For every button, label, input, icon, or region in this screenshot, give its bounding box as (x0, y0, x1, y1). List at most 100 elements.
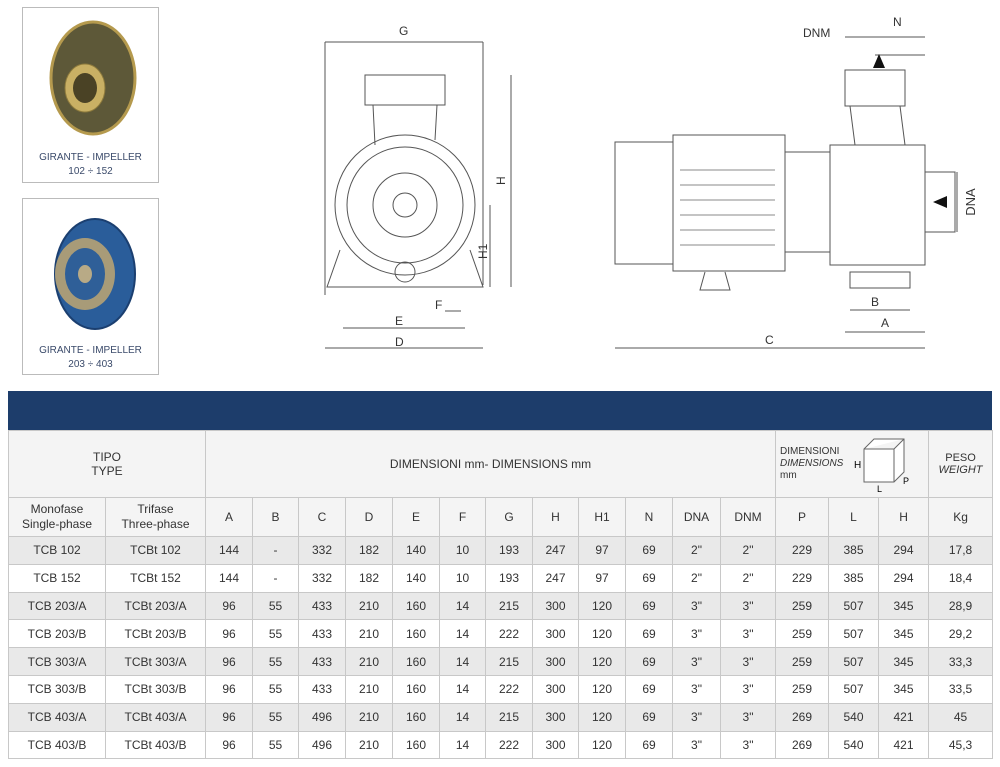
table-cell: 29,2 (928, 619, 994, 649)
table-cell: 229 (775, 536, 830, 565)
column-header: DNA (672, 497, 721, 537)
table-cell: TCB 102 (8, 536, 106, 565)
table-cell: 3" (672, 674, 721, 704)
table-cell: 96 (205, 619, 253, 649)
table-cell: 120 (578, 647, 626, 676)
dim-label-C: C (765, 333, 774, 347)
table-cell: 96 (205, 591, 253, 621)
table-cell: 69 (625, 591, 673, 621)
table-cell: 45,3 (928, 730, 994, 760)
table-cell: 14 (439, 591, 486, 621)
table-cell: TCB 403/A (8, 702, 106, 732)
table-row: TCB 102 TCBt 102 144-332 182 140 10 193 247 97 69… (8, 536, 994, 565)
table-cell: 345 (878, 647, 930, 676)
table-cell: 540 (828, 730, 880, 760)
table-cell: 69 (625, 647, 673, 676)
table-cell: 160 (392, 730, 440, 760)
table-cell: 193 (485, 536, 533, 565)
table-cell: 210 (345, 591, 393, 621)
table-cell: 193 (485, 563, 533, 593)
table-cell: 160 (392, 702, 440, 732)
table-cell: 540 (828, 702, 880, 732)
table-cell: 120 (578, 674, 626, 704)
table-cell: TCBt 102 (105, 536, 206, 565)
table-cell: 2" (672, 563, 721, 593)
impeller-card-blue: GIRANTE - IMPELLER 203 ÷ 403 (22, 198, 159, 375)
impeller-blue-image (54, 218, 136, 330)
table-cell: 96 (205, 674, 253, 704)
table-cell: 3" (672, 619, 721, 649)
table-cell: 210 (345, 730, 393, 760)
table-cell: TCBt 403/A (105, 702, 206, 732)
table-cell: 269 (775, 702, 830, 732)
table-cell: TCBt 203/B (105, 619, 206, 649)
table-cell: 385 (828, 536, 880, 565)
table-cell: TCB 403/B (8, 730, 106, 760)
table-cell: 345 (878, 674, 930, 704)
dim-label-F: F (435, 298, 442, 312)
table-cell: 55 (252, 647, 299, 676)
table-cell: 33,5 (928, 674, 994, 704)
table-cell: 69 (625, 619, 673, 649)
table-cell: 144 (205, 563, 253, 593)
table-row: TCB 303/B TCBt 303/B 96 55 433 210 160 14 222 300… (8, 674, 994, 704)
table-cell: 294 (878, 536, 930, 565)
table-cell: 433 (298, 674, 346, 704)
table-cell: 55 (252, 702, 299, 732)
table-cell: 14 (439, 674, 486, 704)
table-cell: 229 (775, 563, 830, 593)
table-cell: 215 (485, 702, 533, 732)
table-cell: 259 (775, 591, 830, 621)
table-row: TCB 403/A TCBt 403/A 96 55 496 210 160 14 215 300… (8, 702, 994, 732)
table-cell: 96 (205, 702, 253, 732)
table-cell: 345 (878, 591, 930, 621)
table-cell: 2" (672, 536, 721, 565)
column-header: D (345, 497, 393, 537)
table-cell: 3" (672, 702, 721, 732)
table-row: TCB 203/A TCBt 203/A 96 55 433 210 160 14 215 300… (8, 591, 994, 621)
table-cell: 210 (345, 619, 393, 649)
table-cell: 160 (392, 591, 440, 621)
table-cell: 17,8 (928, 536, 994, 565)
table-cell: TCB 152 (8, 563, 106, 593)
table-cell: 3" (719, 702, 777, 732)
type-header: TIPO TYPE (8, 430, 206, 498)
table-cell: 33,3 (928, 647, 994, 676)
table-cell: 300 (532, 702, 579, 732)
table-cell: 120 (578, 619, 626, 649)
table-cell: 120 (578, 730, 626, 760)
table-cell: - (252, 563, 299, 593)
table-cell: 45 (928, 702, 994, 732)
table-cell: 210 (345, 702, 393, 732)
table-cell: - (252, 536, 299, 565)
svg-text:P: P (903, 476, 909, 486)
table-cell: 3" (719, 647, 777, 676)
table-cell: 120 (578, 702, 626, 732)
table-cell: 433 (298, 591, 346, 621)
table-cell: 3" (719, 619, 777, 649)
column-header: E (392, 497, 440, 537)
table-cell: 69 (625, 674, 673, 704)
svg-text:L: L (877, 484, 882, 494)
table-cell: 3" (719, 674, 777, 704)
table-cell: 97 (578, 536, 626, 565)
table-cell: TCBt 303/A (105, 647, 206, 676)
impeller-caption: GIRANTE - IMPELLER (39, 345, 142, 356)
column-header: C (298, 497, 346, 537)
table-cell: TCBt 303/B (105, 674, 206, 704)
table-cell: 160 (392, 647, 440, 676)
table-cell: 421 (878, 702, 930, 732)
table-cell: 507 (828, 591, 880, 621)
dim-label-A: A (881, 316, 889, 330)
dim-label-E: E (395, 314, 403, 328)
table-cell: 300 (532, 730, 579, 760)
table-cell: 3" (719, 591, 777, 621)
column-header: B (252, 497, 299, 537)
column-header: L (828, 497, 880, 537)
table-cell: 433 (298, 647, 346, 676)
table-cell: 182 (345, 563, 393, 593)
column-header: P (775, 497, 830, 537)
dimensions-table: TIPO TYPE DIMENSIONI mm- DIMENSIONS mm DI… (8, 430, 994, 760)
table-cell: 215 (485, 647, 533, 676)
table-cell: 332 (298, 563, 346, 593)
